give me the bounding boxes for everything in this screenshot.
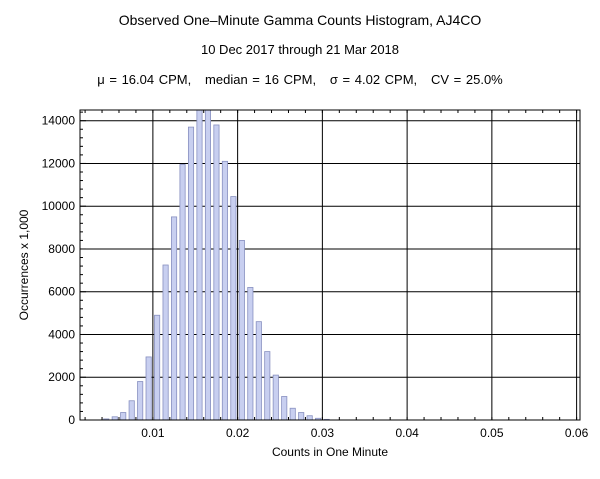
histogram-bar — [204, 110, 211, 420]
x-tick-label: 0.06 — [565, 426, 589, 440]
y-tick-label: 4000 — [48, 327, 75, 341]
histogram-bar — [255, 321, 262, 420]
histogram-bar — [272, 374, 279, 420]
histogram-bar — [137, 381, 144, 420]
histogram-bar — [289, 407, 296, 420]
chart-title: Observed One–Minute Gamma Counts Histogr… — [118, 12, 482, 28]
y-tick-label: 12000 — [42, 156, 76, 170]
y-tick-label: 8000 — [48, 242, 75, 256]
histogram-bar — [264, 351, 271, 420]
histogram-bar — [171, 216, 178, 420]
histogram-bar — [162, 264, 169, 420]
histogram-bar — [196, 110, 203, 420]
histogram-bar — [213, 124, 220, 420]
y-tick-label: 14000 — [42, 114, 76, 128]
chart-stats: μ = 16.04 CPM, median = 16 CPM, σ = 4.02… — [97, 72, 503, 87]
histogram-bar — [221, 160, 228, 420]
histogram-bar — [298, 412, 305, 420]
histogram-bar — [306, 415, 313, 420]
histogram-bar — [238, 240, 245, 420]
y-tick-label: 0 — [68, 413, 75, 427]
y-tick-label: 6000 — [48, 285, 75, 299]
histogram-bar — [120, 412, 127, 420]
x-tick-label: 0.01 — [141, 426, 165, 440]
histogram-bar — [187, 126, 195, 420]
y-tick-label: 2000 — [48, 370, 75, 384]
y-axis-label: Occurrences x 1,000 — [17, 209, 31, 320]
plot-frame — [79, 109, 581, 421]
x-tick-label: 0.02 — [226, 426, 250, 440]
y-tick-label: 10000 — [42, 199, 76, 213]
histogram-bar — [154, 314, 161, 420]
chart-subtitle: 10 Dec 2017 through 21 Mar 2018 — [200, 42, 400, 57]
x-tick-label: 0.03 — [311, 426, 335, 440]
histogram-bar — [179, 164, 186, 420]
histogram-bar — [281, 396, 288, 420]
x-tick-label: 0.04 — [395, 426, 419, 440]
histogram-bar — [128, 400, 135, 420]
x-axis-label: Counts in One Minute — [272, 445, 388, 459]
histogram-bar — [247, 287, 254, 420]
x-tick-label: 0.05 — [480, 426, 504, 440]
histogram-bar — [230, 196, 237, 420]
histogram-bar — [145, 356, 152, 420]
